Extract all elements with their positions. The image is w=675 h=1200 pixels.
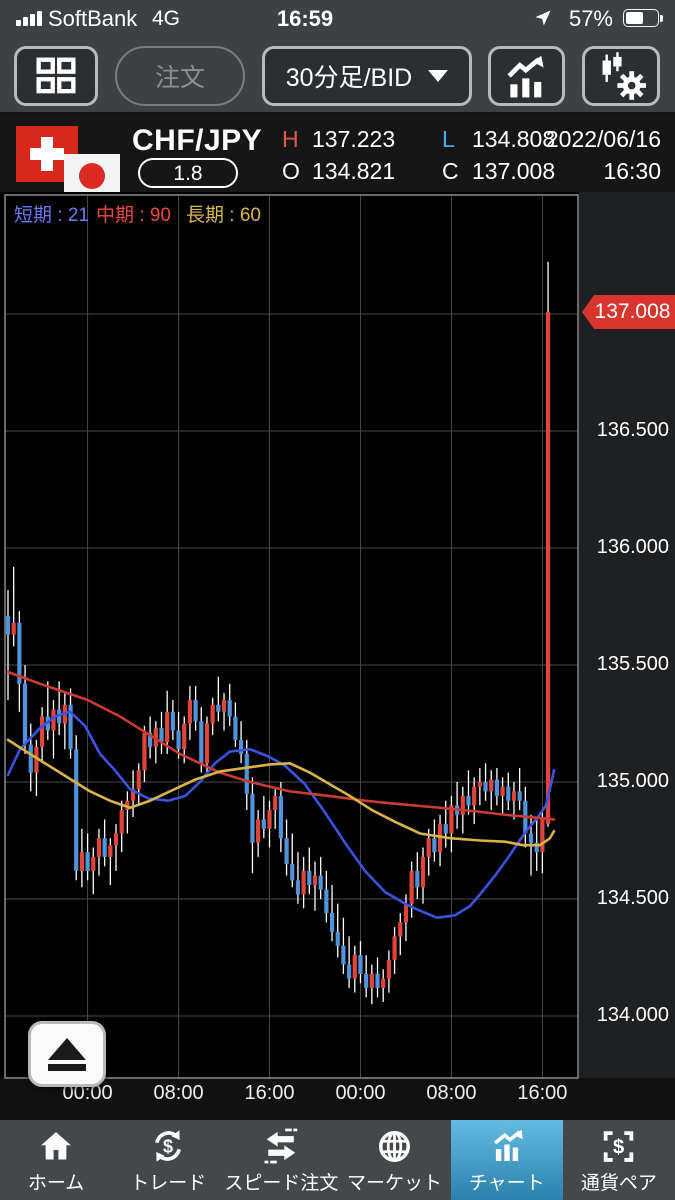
- close-value: 137.008: [472, 158, 556, 184]
- currency-pair-icon: $: [604, 1130, 634, 1162]
- svg-text:$: $: [163, 1136, 173, 1156]
- bottom-nav: ホーム $ トレード スピード注文: [0, 1120, 675, 1200]
- chevron-down-icon: [428, 70, 449, 82]
- chart-settings-button[interactable]: [582, 46, 660, 106]
- chart-canvas[interactable]: [0, 192, 675, 1080]
- time-axis: [0, 1078, 675, 1120]
- spread-badge: 1.8: [138, 158, 238, 188]
- order-button[interactable]: 注文: [115, 46, 245, 106]
- speed-order-arrows-icon: [264, 1128, 298, 1164]
- nav-market[interactable]: マーケット: [338, 1120, 450, 1200]
- nav-speed-order[interactable]: スピード注文: [224, 1120, 338, 1200]
- ma-legend-item: 中期 : 90: [96, 205, 171, 226]
- nav-chart[interactable]: チャート: [450, 1120, 563, 1200]
- signal-strength-icon: [16, 11, 42, 26]
- open-label: O: [282, 158, 300, 184]
- location-arrow-icon: [535, 10, 551, 26]
- trend-chart-icon: [506, 55, 544, 98]
- trade-cycle-icon: $: [155, 1130, 182, 1162]
- battery-icon: [623, 9, 663, 27]
- timeframe-label: 30分足/BID: [285, 64, 413, 92]
- price-axis: [579, 192, 675, 1080]
- open-value: 134.821: [312, 158, 396, 184]
- svg-text:$: $: [613, 1136, 625, 1158]
- collapse-panel-button[interactable]: [28, 1021, 106, 1087]
- price-axis-label: 136.000: [596, 536, 669, 558]
- pair-header: CHF/JPY 1.8 H 137.223 L 134.808 O 134.82…: [0, 114, 675, 198]
- ma-legend-item: 長期 : 60: [186, 205, 261, 226]
- price-axis-label: 136.500: [596, 419, 669, 441]
- time-axis-label: 08:00: [426, 1082, 477, 1104]
- price-axis-label: 135.000: [596, 770, 669, 792]
- price-axis-label: 134.500: [596, 887, 669, 909]
- low-label: L: [442, 126, 455, 152]
- status-clock: 16:59: [276, 6, 334, 31]
- battery-percent-label: 57%: [568, 6, 613, 31]
- high-value: 137.223: [312, 126, 396, 152]
- nav-trade[interactable]: $ トレード: [112, 1120, 224, 1200]
- time-axis-label: 08:00: [153, 1082, 204, 1104]
- japan-flag-icon: [64, 154, 120, 198]
- layout-grid-button[interactable]: [14, 46, 98, 106]
- time-axis-label: 16:00: [244, 1082, 295, 1104]
- chart-toolbar: 注文 30分足/BID: [0, 38, 675, 114]
- network-type-label: 4G: [152, 7, 181, 30]
- eject-icon: [48, 1037, 86, 1060]
- candles-gear-icon: [602, 52, 646, 100]
- grid-icon: [36, 57, 76, 94]
- candle-time: 16:30: [603, 158, 661, 184]
- high-label: H: [282, 126, 299, 152]
- carrier-label: SoftBank: [48, 6, 138, 31]
- time-axis-label: 16:00: [517, 1082, 568, 1104]
- price-axis-label: 135.500: [596, 653, 669, 675]
- time-axis-label: 00:00: [62, 1082, 113, 1104]
- price-axis-label: 134.000: [596, 1004, 669, 1026]
- nav-currency-pair[interactable]: $ 通貨ペア: [563, 1120, 675, 1200]
- last-price-badge: 137.008: [582, 295, 675, 329]
- chart-type-button[interactable]: [488, 46, 565, 106]
- candle-date: 2022/06/16: [545, 126, 661, 152]
- chart-section: 短期 : 21 中期 : 90 長期 : 60 136.500 136.000 135.…: [0, 192, 675, 1120]
- status-bar: SoftBank 4G 16:59 57%: [0, 0, 675, 38]
- globe-icon: [379, 1130, 410, 1162]
- time-axis-label: 00:00: [335, 1082, 386, 1104]
- home-icon: [41, 1132, 71, 1160]
- timeframe-dropdown[interactable]: 30分足/BID: [262, 46, 472, 106]
- low-value: 134.808: [472, 126, 556, 152]
- nav-home[interactable]: ホーム: [0, 1120, 112, 1200]
- pair-title: CHF/JPY: [132, 124, 263, 157]
- close-label: C: [442, 158, 459, 184]
- ma-legend-item: 短期 : 21: [14, 205, 89, 226]
- chart-bars-icon: [493, 1129, 523, 1161]
